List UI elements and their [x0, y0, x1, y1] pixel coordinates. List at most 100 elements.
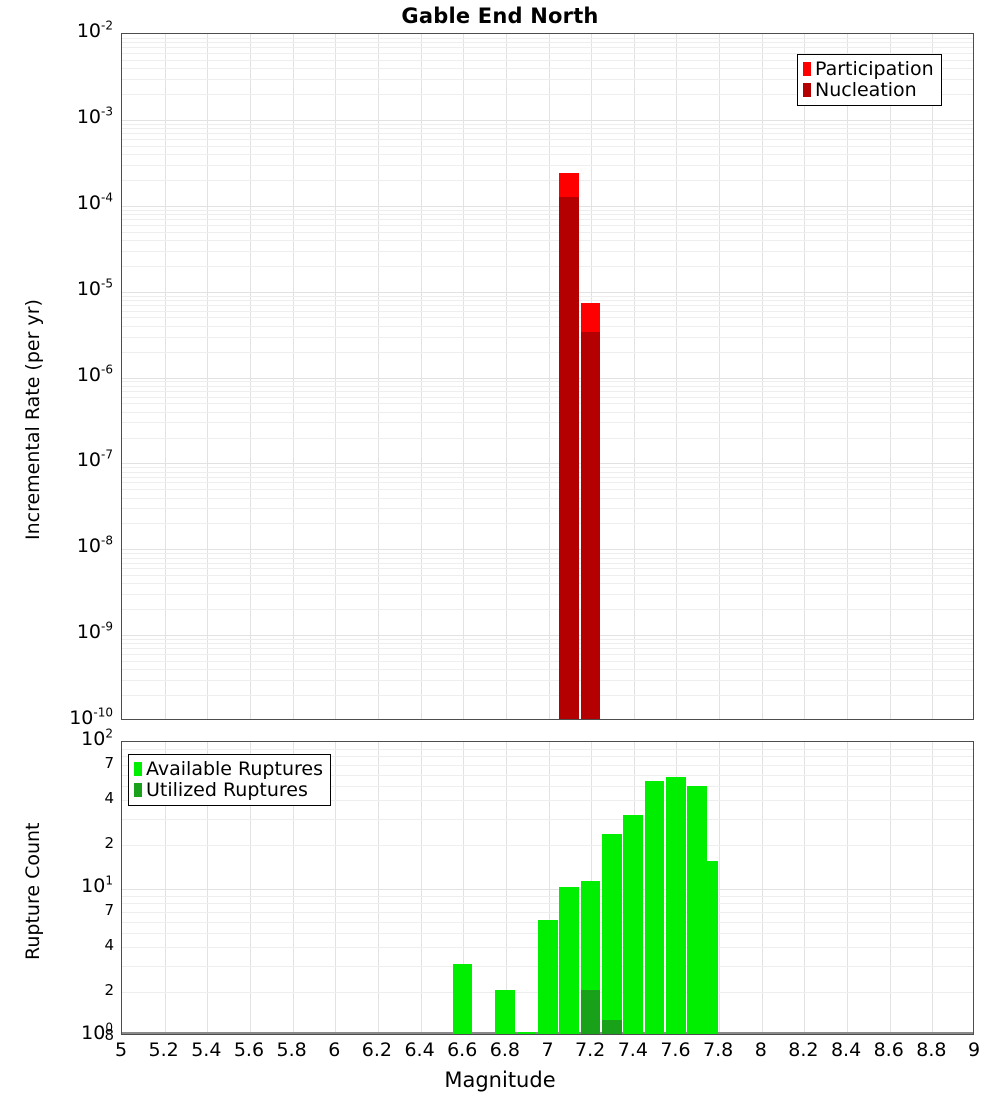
bar-available-ruptures [644, 780, 665, 1034]
gridline-horizontal-minor [122, 210, 973, 211]
bar-available-ruptures [665, 777, 686, 1034]
gridline-vertical [804, 742, 805, 1034]
legend-rupture-count-item[interactable]: Available Ruptures [134, 759, 323, 780]
gridline-horizontal-minor [122, 225, 973, 226]
gridline-horizontal-minor [122, 695, 973, 696]
y-tick-label-top: 10-9 [76, 619, 113, 644]
gridline-horizontal-minor [122, 386, 973, 387]
gridline-vertical [762, 742, 763, 1034]
gridline-horizontal-minor [122, 53, 973, 54]
gridline-vertical [207, 742, 208, 1034]
gridline-horizontal-major [122, 206, 973, 207]
y-tick-label-bottom: 100 [81, 1020, 113, 1044]
gridline-vertical [207, 34, 208, 719]
y-tick-label-minor-bottom: 4 [104, 789, 114, 808]
x-tick-label: 7.2 [575, 1039, 606, 1061]
gridline-horizontal-minor [122, 477, 973, 478]
gridline-horizontal-minor [122, 523, 973, 524]
legend-incremental-rate-item[interactable]: Nucleation [803, 78, 934, 101]
y-tick-label-top: 10-5 [76, 276, 113, 300]
x-tick-label: 6.6 [447, 1039, 478, 1061]
y-axis-title-top: Incremental Rate (per yr) [22, 299, 44, 540]
x-tick-label: 7.6 [660, 1039, 691, 1061]
gridline-horizontal-major [122, 292, 973, 293]
gridline-horizontal-minor [122, 558, 973, 559]
y-tick-label-top: 10-7 [76, 448, 113, 472]
legend-rupture-count-item[interactable]: Utilized Ruptures [134, 778, 323, 801]
gridline-horizontal-minor [122, 438, 973, 439]
gridline-horizontal-minor [122, 680, 973, 681]
gridline-horizontal-minor [122, 756, 973, 757]
legend-rupture-count: Available Ruptures Utilized Ruptures [128, 754, 331, 807]
gridline-horizontal-major [122, 635, 973, 636]
gridline-vertical [506, 34, 507, 719]
gridline-horizontal-minor [122, 482, 973, 483]
y-tick-label-top: 10-4 [76, 190, 113, 214]
gridline-horizontal-minor [122, 403, 973, 404]
gridline-horizontal-major [122, 889, 973, 890]
gridline-horizontal-minor [122, 397, 973, 398]
gridline-horizontal-minor [122, 643, 973, 644]
y-tick-label-bottom: 102 [81, 726, 113, 750]
gridline-horizontal-minor [122, 594, 973, 595]
x-tick-label: 6.8 [489, 1039, 520, 1061]
gridline-horizontal-minor [122, 845, 973, 846]
legend-label: Nucleation [815, 78, 917, 101]
gridline-vertical [250, 742, 251, 1034]
gridline-horizontal-minor [122, 583, 973, 584]
gridline-vertical [250, 34, 251, 719]
gridline-vertical [506, 742, 507, 1034]
gridline-horizontal-minor [122, 912, 973, 913]
x-tick-label: 8.6 [873, 1039, 904, 1061]
gridline-vertical [549, 34, 550, 719]
gridline-horizontal-minor [122, 896, 973, 897]
y-tick-label-bottom: 101 [81, 873, 113, 897]
gridline-horizontal-minor [122, 639, 973, 640]
gridline-horizontal-minor [122, 146, 973, 147]
legend-incremental-rate-item[interactable]: Participation [803, 59, 934, 80]
gridline-horizontal-major [122, 549, 973, 550]
gridline-horizontal-minor [122, 903, 973, 904]
legend-swatch-icon [134, 762, 142, 777]
bar-available-ruptures [697, 861, 718, 1034]
gridline-horizontal-minor [122, 472, 973, 473]
x-tick-label: 8.4 [830, 1039, 862, 1061]
gridline-vertical [293, 34, 294, 719]
gridline-vertical [165, 34, 166, 719]
gridline-horizontal-minor [122, 669, 973, 670]
gridline-horizontal-minor [122, 266, 973, 267]
gridline-horizontal-minor [122, 300, 973, 301]
gridline-horizontal-minor [122, 749, 973, 750]
gridline-horizontal-minor [122, 765, 973, 766]
gridline-horizontal-minor [122, 553, 973, 554]
gridline-horizontal-minor [122, 391, 973, 392]
gridline-horizontal-minor [122, 648, 973, 649]
gridline-vertical [804, 34, 805, 719]
gridline-vertical [421, 34, 422, 719]
gridline-vertical [378, 742, 379, 1034]
x-tick-label: 8 [754, 1039, 767, 1061]
gridline-vertical [890, 742, 891, 1034]
gridline-vertical [847, 34, 848, 719]
x-tick-label: 5.6 [233, 1039, 265, 1061]
gridline-horizontal-minor [122, 352, 973, 353]
gridline-horizontal-minor [122, 38, 973, 39]
gridline-horizontal-minor [122, 467, 973, 468]
gridline-horizontal-minor [122, 317, 973, 318]
gridline-horizontal-minor [122, 124, 973, 125]
gridline-horizontal-minor [122, 575, 973, 576]
legend-label: Utilized Ruptures [146, 778, 308, 801]
x-tick-label: 5.4 [191, 1039, 222, 1061]
gridline-horizontal-minor [122, 139, 973, 140]
legend-incremental-rate: Participation Nucleation [797, 54, 942, 107]
gridline-horizontal-minor [122, 296, 973, 297]
gridline-horizontal-minor [122, 94, 973, 95]
x-tick-label: 6.2 [361, 1039, 392, 1061]
gridline-horizontal-minor [122, 47, 973, 48]
gridline-horizontal-minor [122, 508, 973, 509]
gridline-horizontal-minor [122, 422, 973, 423]
gridline-horizontal-major [122, 378, 973, 379]
legend-swatch-icon [803, 82, 811, 97]
gridline-horizontal-minor [122, 60, 973, 61]
gridline-horizontal-minor [122, 251, 973, 252]
